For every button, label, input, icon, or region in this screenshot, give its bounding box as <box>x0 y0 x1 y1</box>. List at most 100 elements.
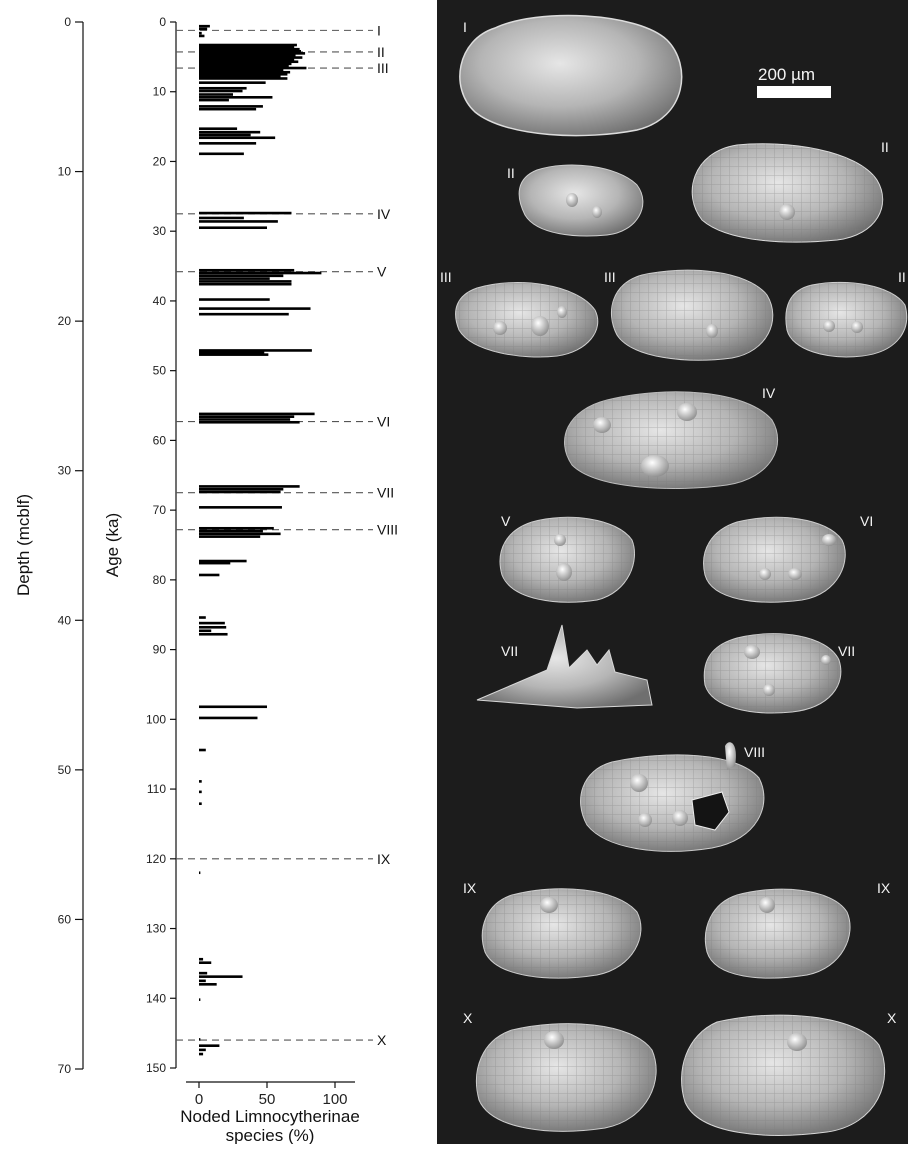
specimen-label-I: I <box>463 19 467 35</box>
event-label-IV: IV <box>377 206 391 222</box>
specimen-VII <box>703 633 842 714</box>
x-tick-label: 0 <box>195 1091 203 1108</box>
age-tick-label: 20 <box>153 154 167 168</box>
data-bar <box>199 621 225 625</box>
data-bar <box>199 312 289 316</box>
data-bar <box>199 93 233 96</box>
age-tick-label: 10 <box>153 85 167 99</box>
data-bar <box>199 68 284 72</box>
data-bar <box>199 957 204 961</box>
age-tick-label: 110 <box>147 782 166 796</box>
specimen-label-IX-right: IX <box>877 880 891 896</box>
data-bar <box>199 54 296 57</box>
data-bar <box>199 532 281 536</box>
event-label-VII: VII <box>377 485 394 501</box>
age-tick-label: 60 <box>153 433 167 447</box>
age-tick-label: 70 <box>153 503 167 517</box>
x-tick-label: 50 <box>259 1091 276 1108</box>
data-bar <box>199 70 291 74</box>
event-label-V: V <box>377 264 387 280</box>
data-bar <box>199 49 301 53</box>
data-bar <box>199 62 292 66</box>
specimen-VI <box>703 516 846 603</box>
specimen-II-large <box>691 143 884 243</box>
data-bar <box>199 349 312 352</box>
data-bar <box>199 307 311 310</box>
scale-bar <box>757 86 831 98</box>
specimen-label-V: V <box>501 513 511 529</box>
data-bar <box>199 136 276 140</box>
data-bar <box>199 277 270 280</box>
data-bar <box>199 506 282 509</box>
scale-bar-label: 200 µm <box>758 65 815 84</box>
age-tick-label: 90 <box>153 643 167 657</box>
depth-tick-label: 10 <box>58 165 72 179</box>
event-label-X: X <box>377 1032 387 1048</box>
data-bar <box>199 216 244 220</box>
data-bar <box>199 961 212 965</box>
data-bar <box>199 34 205 38</box>
specimen-label-IV: IV <box>762 385 776 401</box>
x-tick-label: 100 <box>322 1091 347 1108</box>
specimen-IX-left <box>481 888 642 979</box>
depth-axis-title: Depth (mcblf) <box>14 494 33 596</box>
data-bar <box>199 1044 220 1047</box>
specimen-label-II-small: II <box>507 165 515 181</box>
depth-tick-label: 60 <box>58 912 72 926</box>
data-bar <box>199 632 228 636</box>
event-label-VI: VI <box>377 414 390 430</box>
data-bar <box>199 705 267 709</box>
event-label-II: II <box>377 44 385 60</box>
specimen-label-VIII: VIII <box>744 744 765 760</box>
data-bar <box>199 89 243 93</box>
data-bar <box>199 983 217 986</box>
data-bar <box>199 274 284 278</box>
age-tick-label: 40 <box>153 294 167 308</box>
data-bar <box>199 133 251 137</box>
specimen-label-II-large: II <box>881 139 889 155</box>
specimen-label-VI: VI <box>860 513 873 529</box>
depth-tick-label: 0 <box>64 15 71 29</box>
age-axis-title: Age (ka) <box>103 513 122 577</box>
data-bar <box>199 77 288 80</box>
specimen-label-II-right: II <box>898 269 906 285</box>
data-bar <box>199 1048 206 1052</box>
data-bar <box>199 616 206 619</box>
specimen-III-middle <box>610 269 774 361</box>
data-bar <box>199 790 202 794</box>
data-bar <box>199 971 208 975</box>
data-bar <box>199 86 247 90</box>
data-bar <box>199 45 295 49</box>
data-bar <box>199 268 295 272</box>
data-bar <box>199 24 210 28</box>
data-bar <box>199 220 278 223</box>
specimen-X-left <box>475 1023 657 1132</box>
data-bar <box>199 975 243 978</box>
specimen-label-III-middle: III <box>604 269 616 285</box>
specimen-label-VII-lateral: VII <box>501 643 518 659</box>
limnocytherinae-chart: 0 10 20 30 40 50 60 70 Depth (mcblf) 0 10 20 30 40 50 6… <box>14 15 398 1144</box>
data-bar <box>199 211 292 215</box>
specimen-II-small <box>518 164 644 237</box>
data-bar <box>199 282 292 286</box>
specimen-label-III-left: III <box>440 269 452 285</box>
sem-specimen-plate: I 200 µm II II III III II IV V VI VII VI… <box>440 14 908 1136</box>
age-tick-label: 120 <box>146 852 166 866</box>
data-bar <box>199 27 208 31</box>
data-bar <box>199 31 202 35</box>
data-bar <box>199 152 244 156</box>
data-bar <box>199 142 257 145</box>
data-bar <box>199 73 288 76</box>
data-bar <box>199 526 274 530</box>
data-bar <box>199 60 299 64</box>
specimen-label-VII: VII <box>838 643 855 659</box>
age-tick-label: 130 <box>146 922 166 936</box>
event-label-VIII: VIII <box>377 522 398 538</box>
specimen-III-right <box>785 281 908 358</box>
data-bar <box>199 748 206 752</box>
data-bar <box>199 420 300 424</box>
data-bar <box>199 573 220 577</box>
data-bar <box>199 802 202 806</box>
age-tick-label: 150 <box>146 1061 166 1075</box>
data-bar <box>199 226 267 230</box>
